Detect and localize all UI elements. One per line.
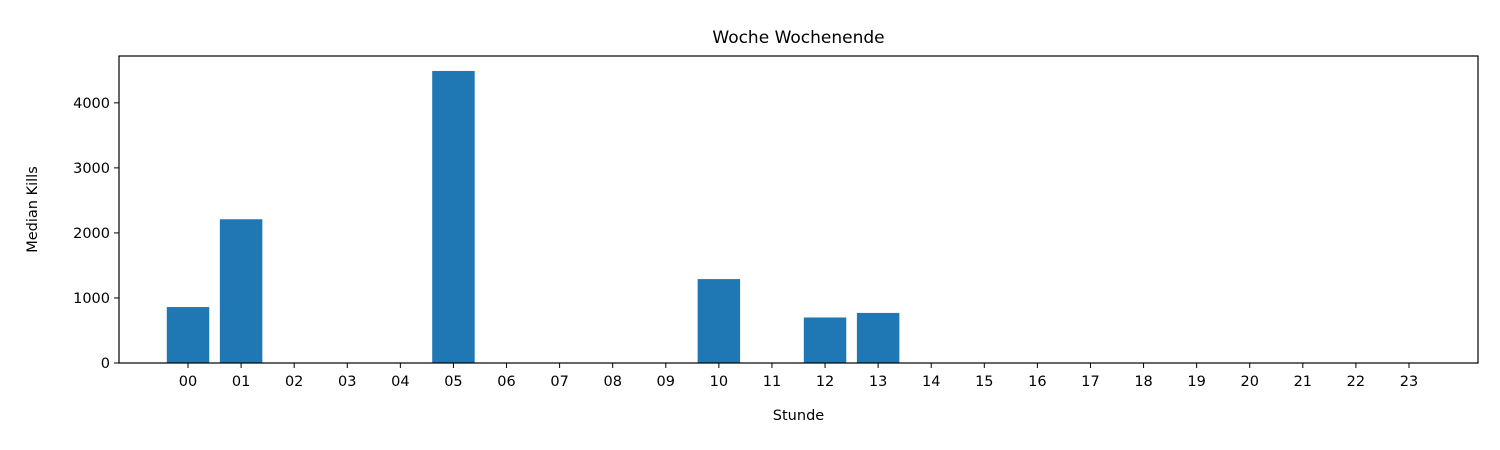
y-tick-label: 0 [101, 356, 110, 372]
x-axis-label: Stunde [773, 408, 824, 424]
x-tick-label: 10 [710, 374, 728, 390]
x-axis-ticks: 00 01 02 03 04 05 06 07 08 09 10 11 12 13 14 15 16 17 18 19… [179, 363, 1418, 390]
x-tick-label: 19 [1187, 374, 1205, 390]
x-tick-label: 11 [763, 374, 781, 390]
y-tick-label: 2000 [73, 226, 110, 242]
y-axis-label: Median Kills [25, 166, 41, 253]
bar-01 [219, 219, 263, 363]
plot-area-frame [118, 55, 1479, 364]
x-tick-label: 09 [657, 374, 675, 390]
x-tick-label: 13 [869, 374, 887, 390]
x-tick-label: 08 [603, 374, 621, 390]
x-tick-label: 00 [179, 374, 197, 390]
x-tick-label: 01 [232, 374, 250, 390]
x-tick-label: 18 [1134, 374, 1152, 390]
bars-group [166, 70, 900, 363]
x-tick-label: 22 [1347, 374, 1365, 390]
chart-title: Woche Wochenende [712, 28, 884, 48]
x-tick-label: 17 [1081, 374, 1099, 390]
x-tick-label: 16 [1028, 374, 1046, 390]
x-tick-label: 20 [1241, 374, 1259, 390]
y-tick-label: 1000 [73, 291, 110, 307]
x-tick-label: 23 [1400, 374, 1418, 390]
bar-05 [432, 70, 475, 363]
y-tick-label: 3000 [73, 161, 110, 177]
bar-13 [856, 312, 900, 363]
y-tick-label: 4000 [73, 96, 110, 112]
x-tick-label: 05 [444, 374, 462, 390]
bar-00 [166, 307, 210, 363]
x-tick-label: 07 [550, 374, 568, 390]
x-tick-label: 15 [975, 374, 993, 390]
x-tick-label: 04 [391, 374, 409, 390]
x-tick-label: 21 [1294, 374, 1312, 390]
bar-10 [697, 279, 741, 363]
x-tick-label: 03 [338, 374, 356, 390]
x-tick-label: 12 [816, 374, 834, 390]
y-axis-ticks: 0 1000 2000 3000 4000 [73, 96, 119, 372]
x-tick-label: 06 [497, 374, 515, 390]
x-tick-label: 14 [922, 374, 940, 390]
x-tick-label: 02 [285, 374, 303, 390]
bar-12 [803, 317, 847, 363]
